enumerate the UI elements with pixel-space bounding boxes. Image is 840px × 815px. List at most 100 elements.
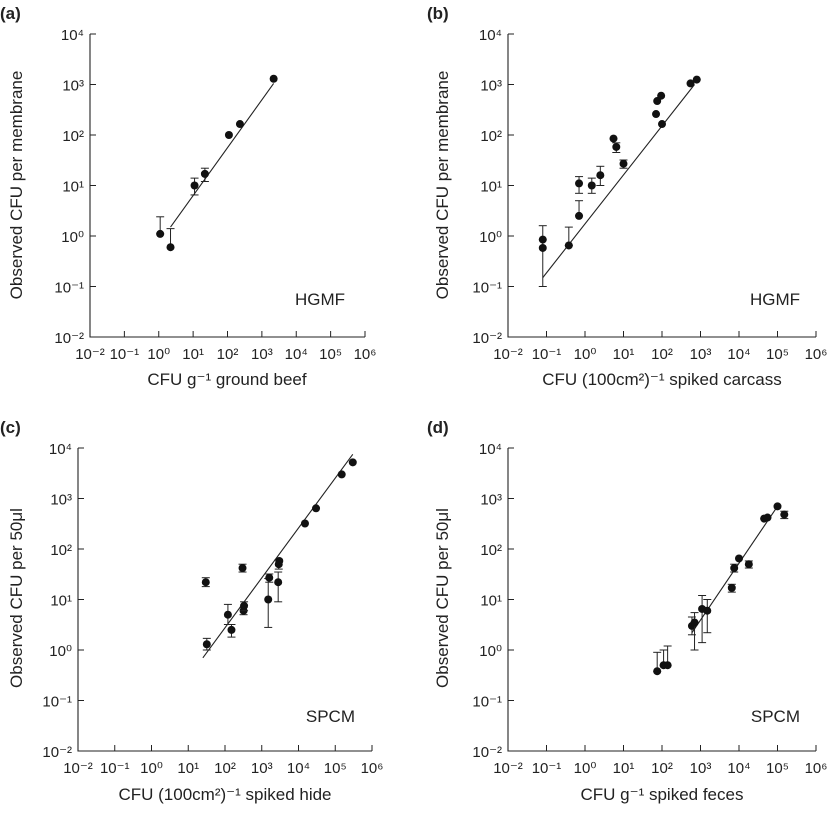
x-tick-label: 10³ (251, 346, 273, 363)
data-point (312, 504, 321, 513)
data-point (596, 171, 605, 180)
data-point (538, 243, 547, 252)
data-point (663, 661, 672, 670)
x-tick-label: 10⁴ (727, 760, 750, 777)
y-tick-label: 10⁴ (49, 441, 72, 458)
data-point (612, 142, 621, 151)
y-tick-label: 10³ (50, 492, 72, 509)
x-tick-label: 10² (217, 346, 239, 363)
data-point (653, 667, 662, 676)
x-tick-label: 10⁶ (354, 346, 377, 363)
y-tick-label: 10³ (480, 492, 502, 509)
panel-c: (c) Observed CFU per 50μl CFU (100cm²)⁻¹… (0, 418, 383, 804)
y-tick-label: 10¹ (480, 593, 502, 610)
data-point (264, 595, 273, 604)
y-tick-label: 10² (480, 542, 502, 559)
x-tick-label: 10⁵ (766, 760, 789, 777)
x-tick-label: 10⁰ (574, 760, 597, 777)
data-point (538, 235, 547, 244)
y-tick-label: 10⁻² (472, 744, 502, 761)
x-tick-label: 10³ (690, 346, 712, 363)
data-point (224, 131, 233, 139)
y-tick-label: 10⁻² (472, 330, 502, 347)
axis-frame (77, 448, 372, 752)
data-point (564, 241, 573, 250)
x-tick-label: 10⁻² (63, 760, 93, 777)
x-axis-label: CFU (100cm²)⁻¹ spiked hide (118, 785, 331, 804)
y-tick-label: 10⁻² (42, 744, 72, 761)
x-tick-label: 10¹ (177, 760, 199, 777)
data-point (692, 75, 701, 84)
y-axis-label: Observed CFU per 50μl (433, 508, 452, 688)
data-point (265, 573, 274, 582)
x-tick-label: 10⁵ (766, 346, 789, 363)
data-point (348, 458, 357, 467)
data-point (275, 556, 284, 565)
y-tick-label: 10² (50, 542, 72, 559)
data-point (223, 610, 232, 619)
axis-frame (507, 448, 816, 752)
data-point (658, 120, 666, 129)
data-point (156, 229, 165, 238)
x-tick-label: 10³ (690, 760, 712, 777)
data-point (274, 578, 283, 587)
data-point (730, 564, 739, 573)
panel-a: (a) Observed CFU per membrane CFU g⁻¹ gr… (0, 4, 376, 389)
data-point (652, 110, 661, 119)
x-tick-label: 10¹ (613, 346, 635, 363)
x-tick-label: 10⁰ (574, 346, 597, 363)
y-tick-label: 10⁰ (479, 229, 502, 246)
panel-d: (d) Observed CFU per 50μl CFU g⁻¹ spiked… (427, 418, 827, 804)
x-axis-label: CFU (100cm²)⁻¹ spiked carcass (542, 370, 781, 389)
data-point (200, 169, 209, 178)
x-tick-label: 10⁴ (727, 346, 750, 363)
y-tick-label: 10² (480, 128, 502, 145)
y-axis-label: Observed CFU per 50μl (7, 508, 26, 688)
data-point (619, 159, 628, 168)
y-tick-label: 10⁰ (49, 643, 72, 660)
panel-label: (c) (0, 418, 21, 437)
x-tick-label: 10¹ (613, 760, 635, 777)
y-tick-label: 10⁴ (479, 441, 502, 458)
data-point (575, 211, 584, 220)
data-point (744, 560, 753, 569)
y-tick-label: 10¹ (480, 179, 502, 196)
panel-label: (a) (0, 4, 21, 23)
x-tick-label: 10⁴ (287, 760, 310, 777)
x-tick-label: 10⁶ (361, 760, 384, 777)
data-point (269, 74, 278, 83)
data-point (657, 91, 666, 100)
panel-label: (b) (427, 4, 449, 23)
y-tick-label: 10⁰ (479, 643, 502, 660)
x-tick-label: 10⁶ (805, 346, 828, 363)
panel-label: (d) (427, 418, 449, 437)
y-tick-label: 10³ (62, 78, 84, 95)
y-tick-label: 10³ (480, 78, 502, 95)
y-tick-label: 10⁻¹ (42, 694, 72, 711)
y-tick-label: 10¹ (62, 179, 84, 196)
x-tick-label: 10¹ (182, 346, 204, 363)
regression-line (542, 84, 695, 278)
x-tick-label: 10⁵ (324, 760, 347, 777)
x-tick-label: 10⁰ (140, 760, 163, 777)
y-axis-label: Observed CFU per membrane (433, 71, 452, 300)
data-point (587, 181, 596, 190)
x-tick-label: 10³ (251, 760, 273, 777)
y-tick-label: 10⁴ (61, 27, 84, 44)
method-label: SPCM (751, 707, 800, 726)
data-point (337, 470, 346, 479)
y-axis-label: Observed CFU per membrane (7, 71, 26, 300)
y-tick-label: 10⁴ (479, 27, 502, 44)
x-tick-label: 10² (214, 760, 236, 777)
data-point (227, 625, 236, 634)
x-tick-label: 10⁻² (493, 346, 523, 363)
data-point (773, 502, 782, 511)
data-point (727, 583, 736, 592)
x-tick-label: 10⁻¹ (110, 346, 140, 363)
data-point (190, 181, 199, 190)
y-tick-label: 10⁻¹ (472, 280, 502, 297)
method-label: HGMF (295, 290, 345, 309)
x-axis-label: CFU g⁻¹ ground beef (147, 370, 306, 389)
data-point (609, 134, 618, 143)
